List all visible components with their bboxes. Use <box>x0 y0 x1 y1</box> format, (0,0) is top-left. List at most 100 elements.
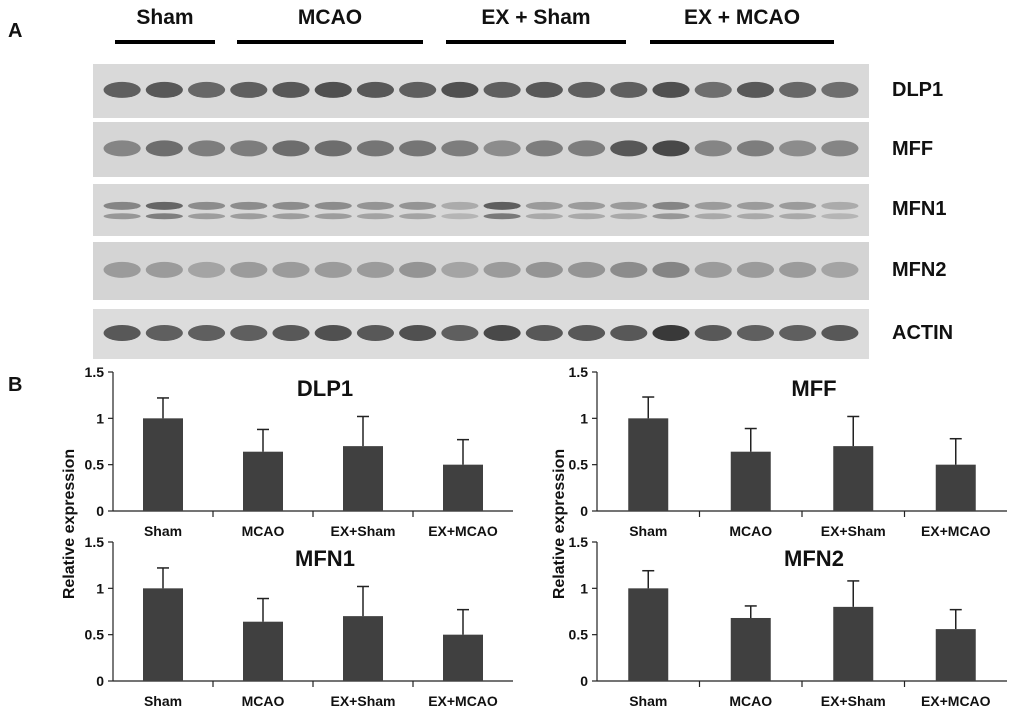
blot-band-lower <box>652 213 690 220</box>
blot-band <box>694 201 732 210</box>
y-tick-label: 0.5 <box>85 627 105 643</box>
blot-band <box>779 81 817 98</box>
blot-band-lower <box>399 213 437 220</box>
blot-band <box>694 81 732 98</box>
blot-band-lower <box>779 213 817 220</box>
blot-band-lower <box>230 213 268 220</box>
blot-strip-mfn2 <box>93 242 869 300</box>
blot-band-lower <box>567 213 606 220</box>
y-tick-label: 1 <box>96 410 104 426</box>
bar <box>143 418 183 511</box>
bar <box>143 588 183 681</box>
group-line-ex-sham <box>446 40 626 44</box>
group-label-sham: Sham <box>136 6 194 29</box>
blot-band <box>314 140 352 157</box>
y-tick-label: 1.5 <box>569 534 589 550</box>
blot-band <box>610 201 648 210</box>
x-tick-label: Sham <box>629 693 667 709</box>
blot-band <box>187 81 226 98</box>
blot-band <box>103 140 141 157</box>
blot-strip-dlp1 <box>93 64 869 118</box>
blot-band <box>441 201 479 210</box>
blot-band <box>441 81 479 98</box>
blot-band <box>356 140 395 157</box>
blot-band <box>145 81 183 98</box>
bar <box>935 629 976 681</box>
bar <box>243 451 283 511</box>
blot-band <box>272 140 310 157</box>
blot-band <box>821 201 859 210</box>
blot-band <box>145 140 183 157</box>
blot-band <box>103 81 141 98</box>
blot-band <box>187 140 226 157</box>
blot-band <box>356 261 395 278</box>
blot-band <box>314 261 352 278</box>
blot-band <box>145 201 183 210</box>
blot-band <box>736 81 775 98</box>
blot-band-lower <box>441 213 479 220</box>
blot-strip-actin <box>93 309 869 359</box>
blot-band-lower <box>694 213 732 220</box>
protein-label-dlp1: DLP1 <box>892 79 944 101</box>
y-tick-label: 1.5 <box>569 364 589 380</box>
blot-band <box>230 201 268 210</box>
x-tick-label: EX+MCAO <box>921 523 991 539</box>
blot-band-lower <box>314 213 352 220</box>
x-tick-label: EX+Sham <box>331 693 396 709</box>
x-tick-label: EX+Sham <box>821 693 886 709</box>
x-tick-label: MCAO <box>242 523 285 539</box>
blot-band <box>441 261 479 278</box>
blot-band <box>525 325 563 341</box>
blot-band-lower <box>483 213 521 220</box>
y-tick-label: 1.5 <box>85 534 105 550</box>
blot-band <box>652 261 690 278</box>
group-line-mcao <box>237 40 423 44</box>
blot-band <box>525 201 563 210</box>
x-tick-label: MCAO <box>242 693 285 709</box>
bar <box>628 588 669 681</box>
blot-band-lower <box>356 213 395 220</box>
bar <box>243 621 283 681</box>
y-tick-label: 0.5 <box>569 627 589 643</box>
blot-band-lower <box>821 213 859 220</box>
blot-band <box>610 81 648 98</box>
blot-band <box>736 140 775 157</box>
blot-band <box>483 140 521 157</box>
blot-band <box>314 201 352 210</box>
y-tick-label: 0 <box>96 503 104 519</box>
protein-label-mfn1: MFN1 <box>892 198 947 220</box>
y-tick-label: 1 <box>96 580 104 596</box>
blot-strip-mfn1 <box>93 184 869 236</box>
chart-title: DLP1 <box>297 376 353 401</box>
x-tick-label: EX+MCAO <box>921 693 991 709</box>
blot-band <box>821 325 859 341</box>
bar <box>628 418 669 511</box>
protein-label-mfn2: MFN2 <box>892 259 947 281</box>
blot-band <box>272 325 310 341</box>
bar <box>935 464 976 511</box>
x-tick-label: EX+Sham <box>331 523 396 539</box>
blot-band-lower <box>610 213 648 220</box>
blot-band <box>441 325 479 341</box>
group-label-mcao: MCAO <box>297 6 363 29</box>
y-tick-label: 1 <box>580 580 588 596</box>
blot-band <box>187 261 226 278</box>
blot-band <box>567 140 606 157</box>
bar <box>833 446 874 511</box>
blot-band <box>821 140 859 157</box>
blot-band <box>187 201 226 210</box>
blot-band <box>610 261 648 278</box>
blot-band <box>103 261 141 278</box>
blot-band <box>145 325 183 341</box>
group-label-ex-sham: EX + Sham <box>481 6 591 29</box>
x-tick-label: MCAO <box>729 523 772 539</box>
blot-band-lower <box>272 213 310 220</box>
blot-band <box>525 261 563 278</box>
y-tick-label: 0 <box>580 503 588 519</box>
bar <box>443 634 483 681</box>
blot-band <box>567 201 606 210</box>
x-tick-label: EX+MCAO <box>428 693 498 709</box>
blot-strip-mff <box>93 122 869 177</box>
blot-band <box>314 325 352 341</box>
blot-band-lower <box>187 213 226 220</box>
